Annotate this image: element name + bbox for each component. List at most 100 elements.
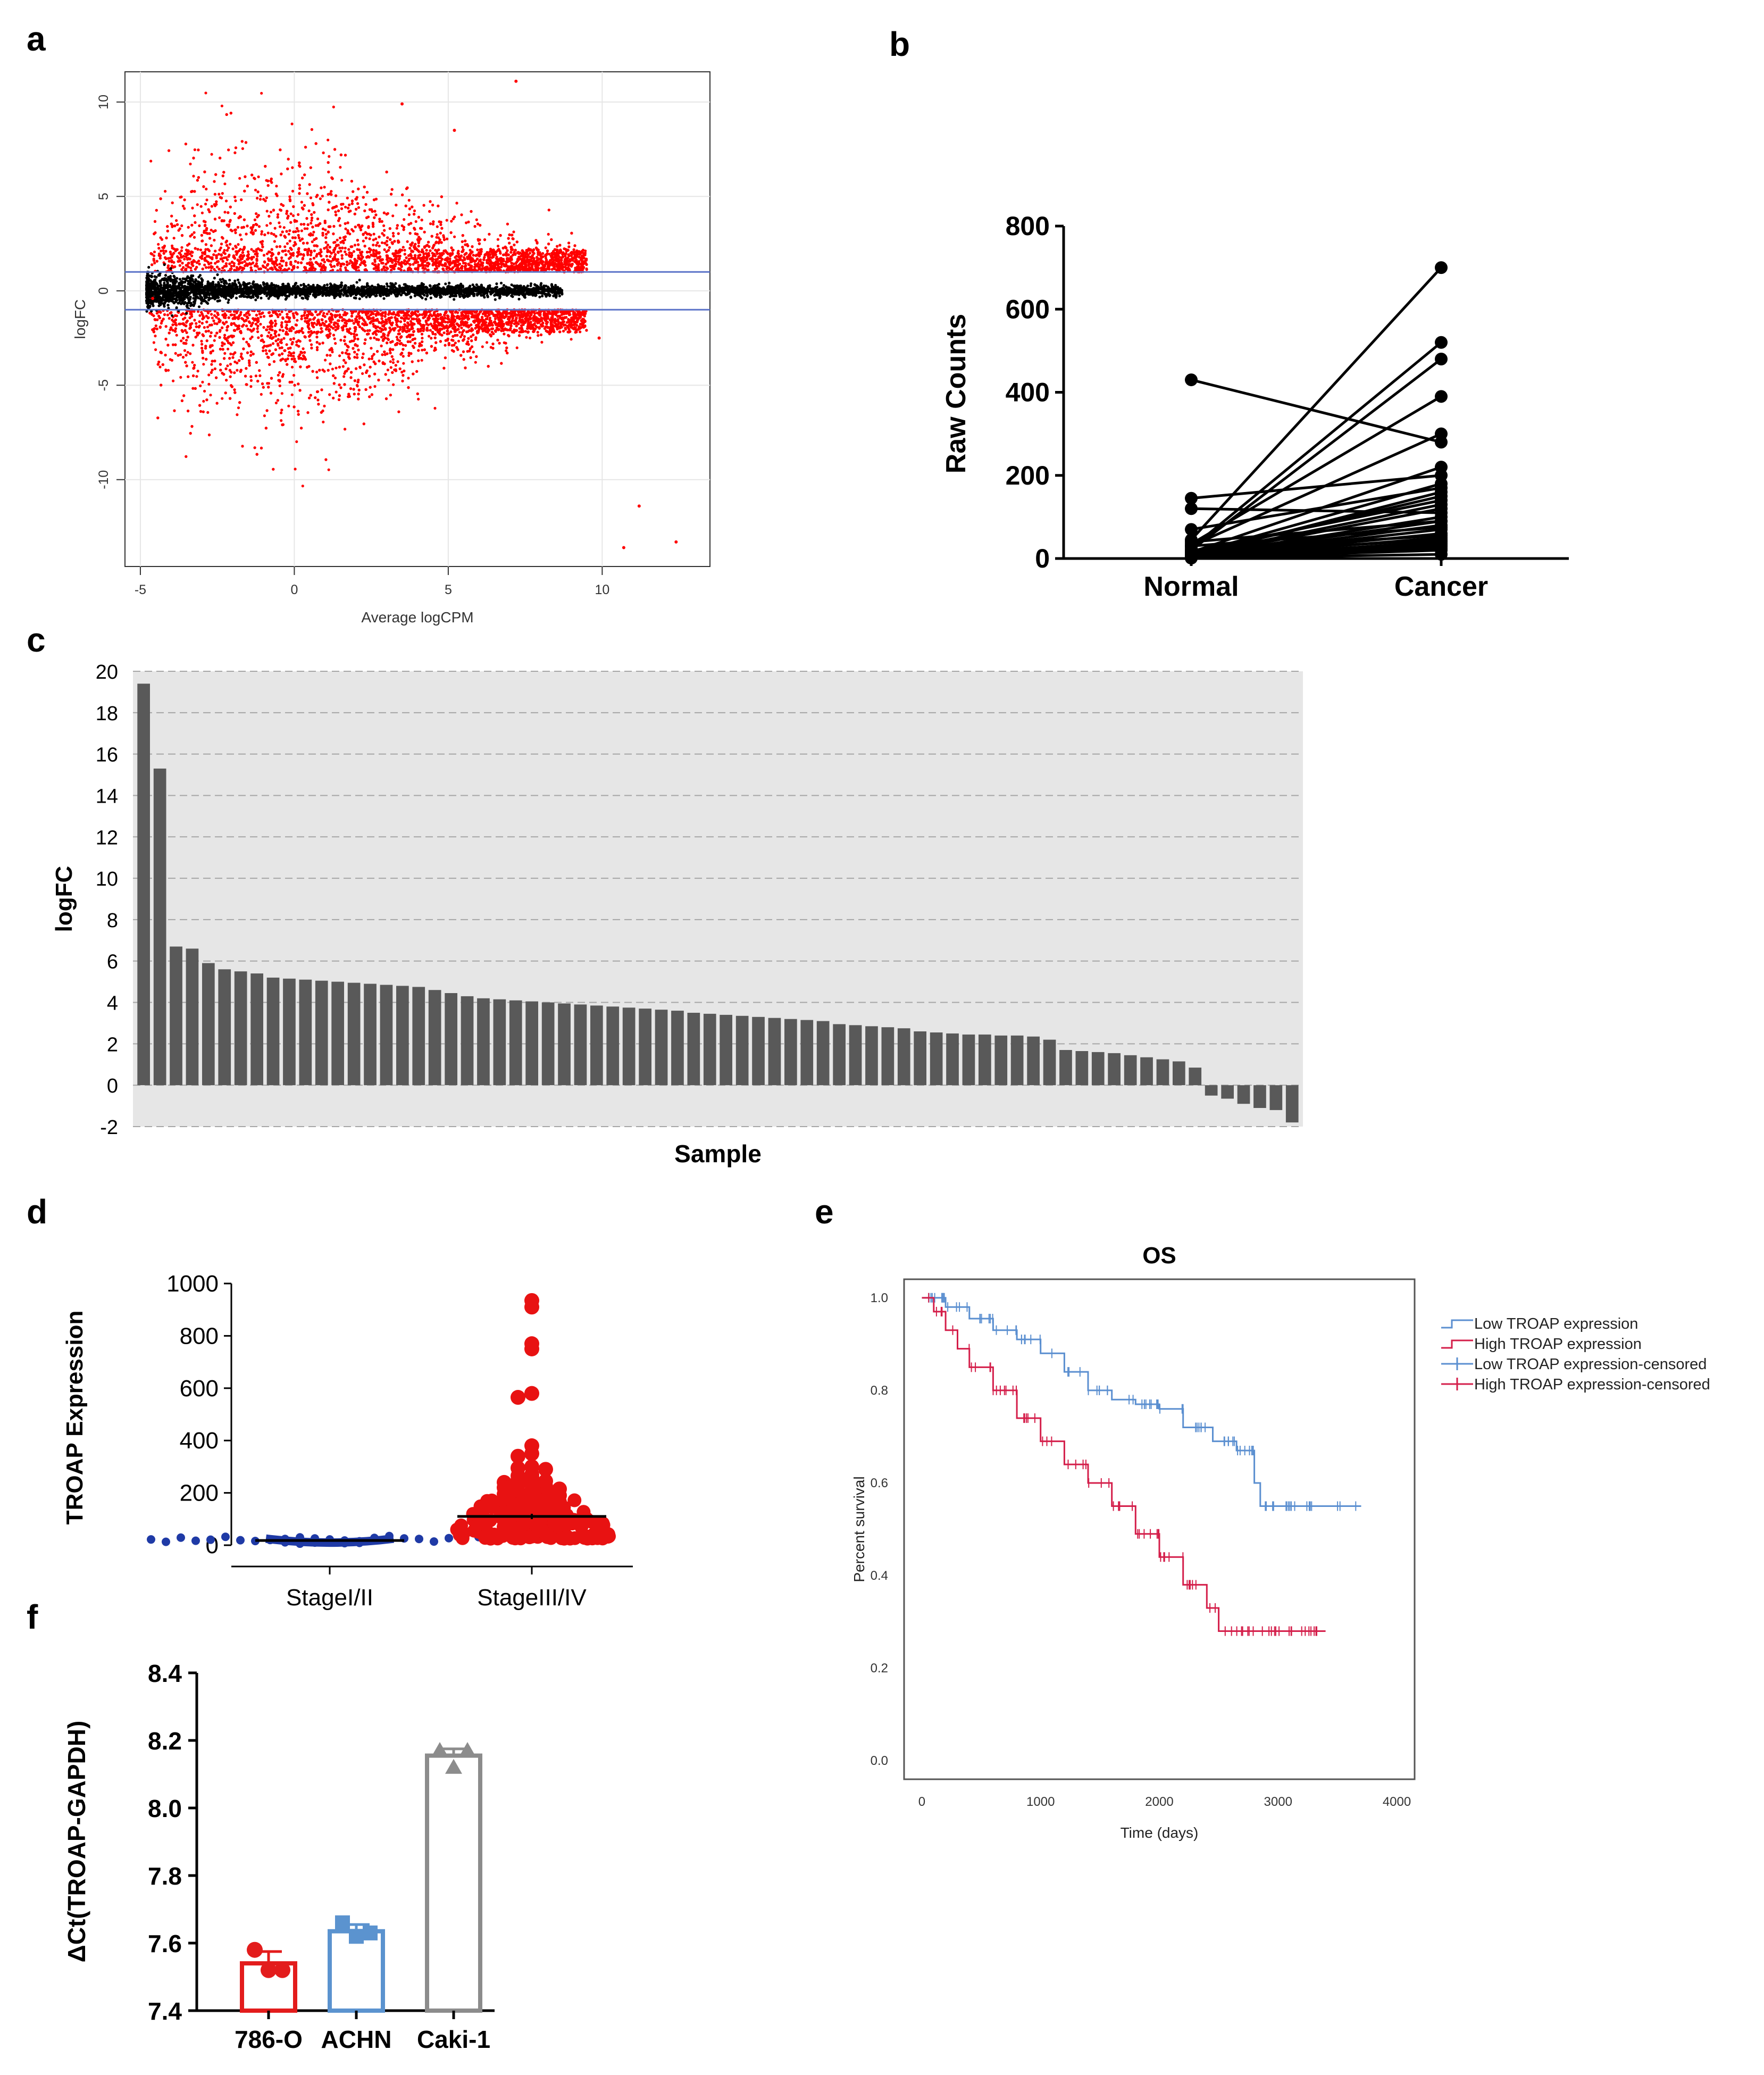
red-point [420, 332, 424, 336]
red-point [488, 316, 492, 320]
red-point [207, 316, 210, 319]
red-point [407, 198, 411, 202]
red-point [154, 348, 157, 352]
red-point [315, 348, 319, 352]
red-point [333, 337, 336, 340]
red-point [564, 328, 567, 331]
red-point [294, 468, 297, 471]
red-point [253, 177, 256, 180]
red-point [373, 385, 377, 388]
red-point [412, 346, 415, 349]
red-point [153, 261, 156, 265]
red-point [262, 349, 265, 353]
red-point [193, 148, 196, 152]
red-point [221, 192, 224, 195]
red-point [160, 322, 163, 325]
red-point [357, 312, 360, 316]
red-point [256, 330, 260, 334]
red-point [273, 227, 277, 230]
red-point [279, 359, 282, 362]
red-point [391, 361, 395, 364]
red-point [336, 238, 339, 241]
red-point [450, 220, 453, 223]
red-point [398, 326, 402, 329]
red-point [199, 205, 203, 208]
red-point [585, 267, 588, 270]
red-point [297, 213, 300, 216]
red-point [334, 325, 337, 328]
red-point [463, 335, 466, 338]
red-point [261, 243, 264, 246]
red-point [196, 370, 199, 373]
red-point [188, 243, 191, 246]
red-point [196, 334, 199, 337]
red-point [171, 343, 175, 346]
red-point [258, 369, 261, 372]
red-point [280, 260, 283, 263]
red-point [237, 406, 240, 410]
x-tick-label: -5 [135, 582, 146, 597]
red-point [334, 253, 337, 256]
red-point [204, 203, 207, 206]
red-point [314, 268, 317, 271]
red-point [328, 310, 331, 313]
red-point [436, 233, 439, 236]
red-point [285, 343, 288, 346]
red-point [458, 331, 461, 334]
red-point [346, 348, 349, 352]
red-point [183, 252, 187, 255]
red-point [459, 323, 463, 327]
red-point [292, 374, 296, 377]
red-point [251, 321, 254, 324]
red-point [260, 232, 263, 236]
red-point [277, 315, 280, 319]
red-point [219, 246, 222, 249]
red-point [389, 360, 392, 363]
red-point [295, 440, 298, 444]
red-point [205, 266, 208, 269]
red-point [218, 216, 221, 219]
red-point [562, 323, 565, 327]
red-point [304, 320, 307, 323]
red-point [463, 258, 466, 261]
red-point [210, 229, 213, 232]
red-point [309, 234, 312, 237]
red-point [197, 260, 200, 263]
red-point [536, 311, 539, 314]
red-point [400, 371, 404, 374]
red-point [198, 314, 202, 317]
red-point [271, 342, 275, 345]
red-point [266, 325, 270, 328]
red-point [288, 195, 291, 198]
red-point [348, 262, 351, 265]
red-point [392, 383, 395, 386]
red-point [215, 203, 218, 206]
red-point [503, 253, 506, 256]
red-point [391, 231, 395, 235]
red-point [229, 352, 232, 355]
red-point [382, 224, 386, 227]
red-point [321, 195, 324, 198]
red-point [195, 322, 198, 325]
red-point [262, 346, 265, 349]
red-point [250, 330, 253, 333]
red-point [313, 244, 316, 247]
red-point [160, 249, 163, 253]
red-point [263, 414, 266, 418]
red-point [425, 327, 429, 330]
red-point [189, 352, 192, 355]
red-point [403, 218, 406, 221]
y-tick-label: -5 [96, 379, 111, 391]
red-point [356, 385, 359, 388]
red-point [183, 257, 186, 261]
red-point [207, 373, 211, 377]
red-point [232, 310, 236, 313]
red-point [429, 222, 432, 226]
red-point [324, 359, 327, 362]
red-point [339, 338, 342, 342]
red-point [334, 328, 337, 332]
red-point [540, 340, 544, 344]
red-point [237, 243, 240, 246]
red-point [344, 250, 347, 253]
red-point [215, 260, 219, 263]
